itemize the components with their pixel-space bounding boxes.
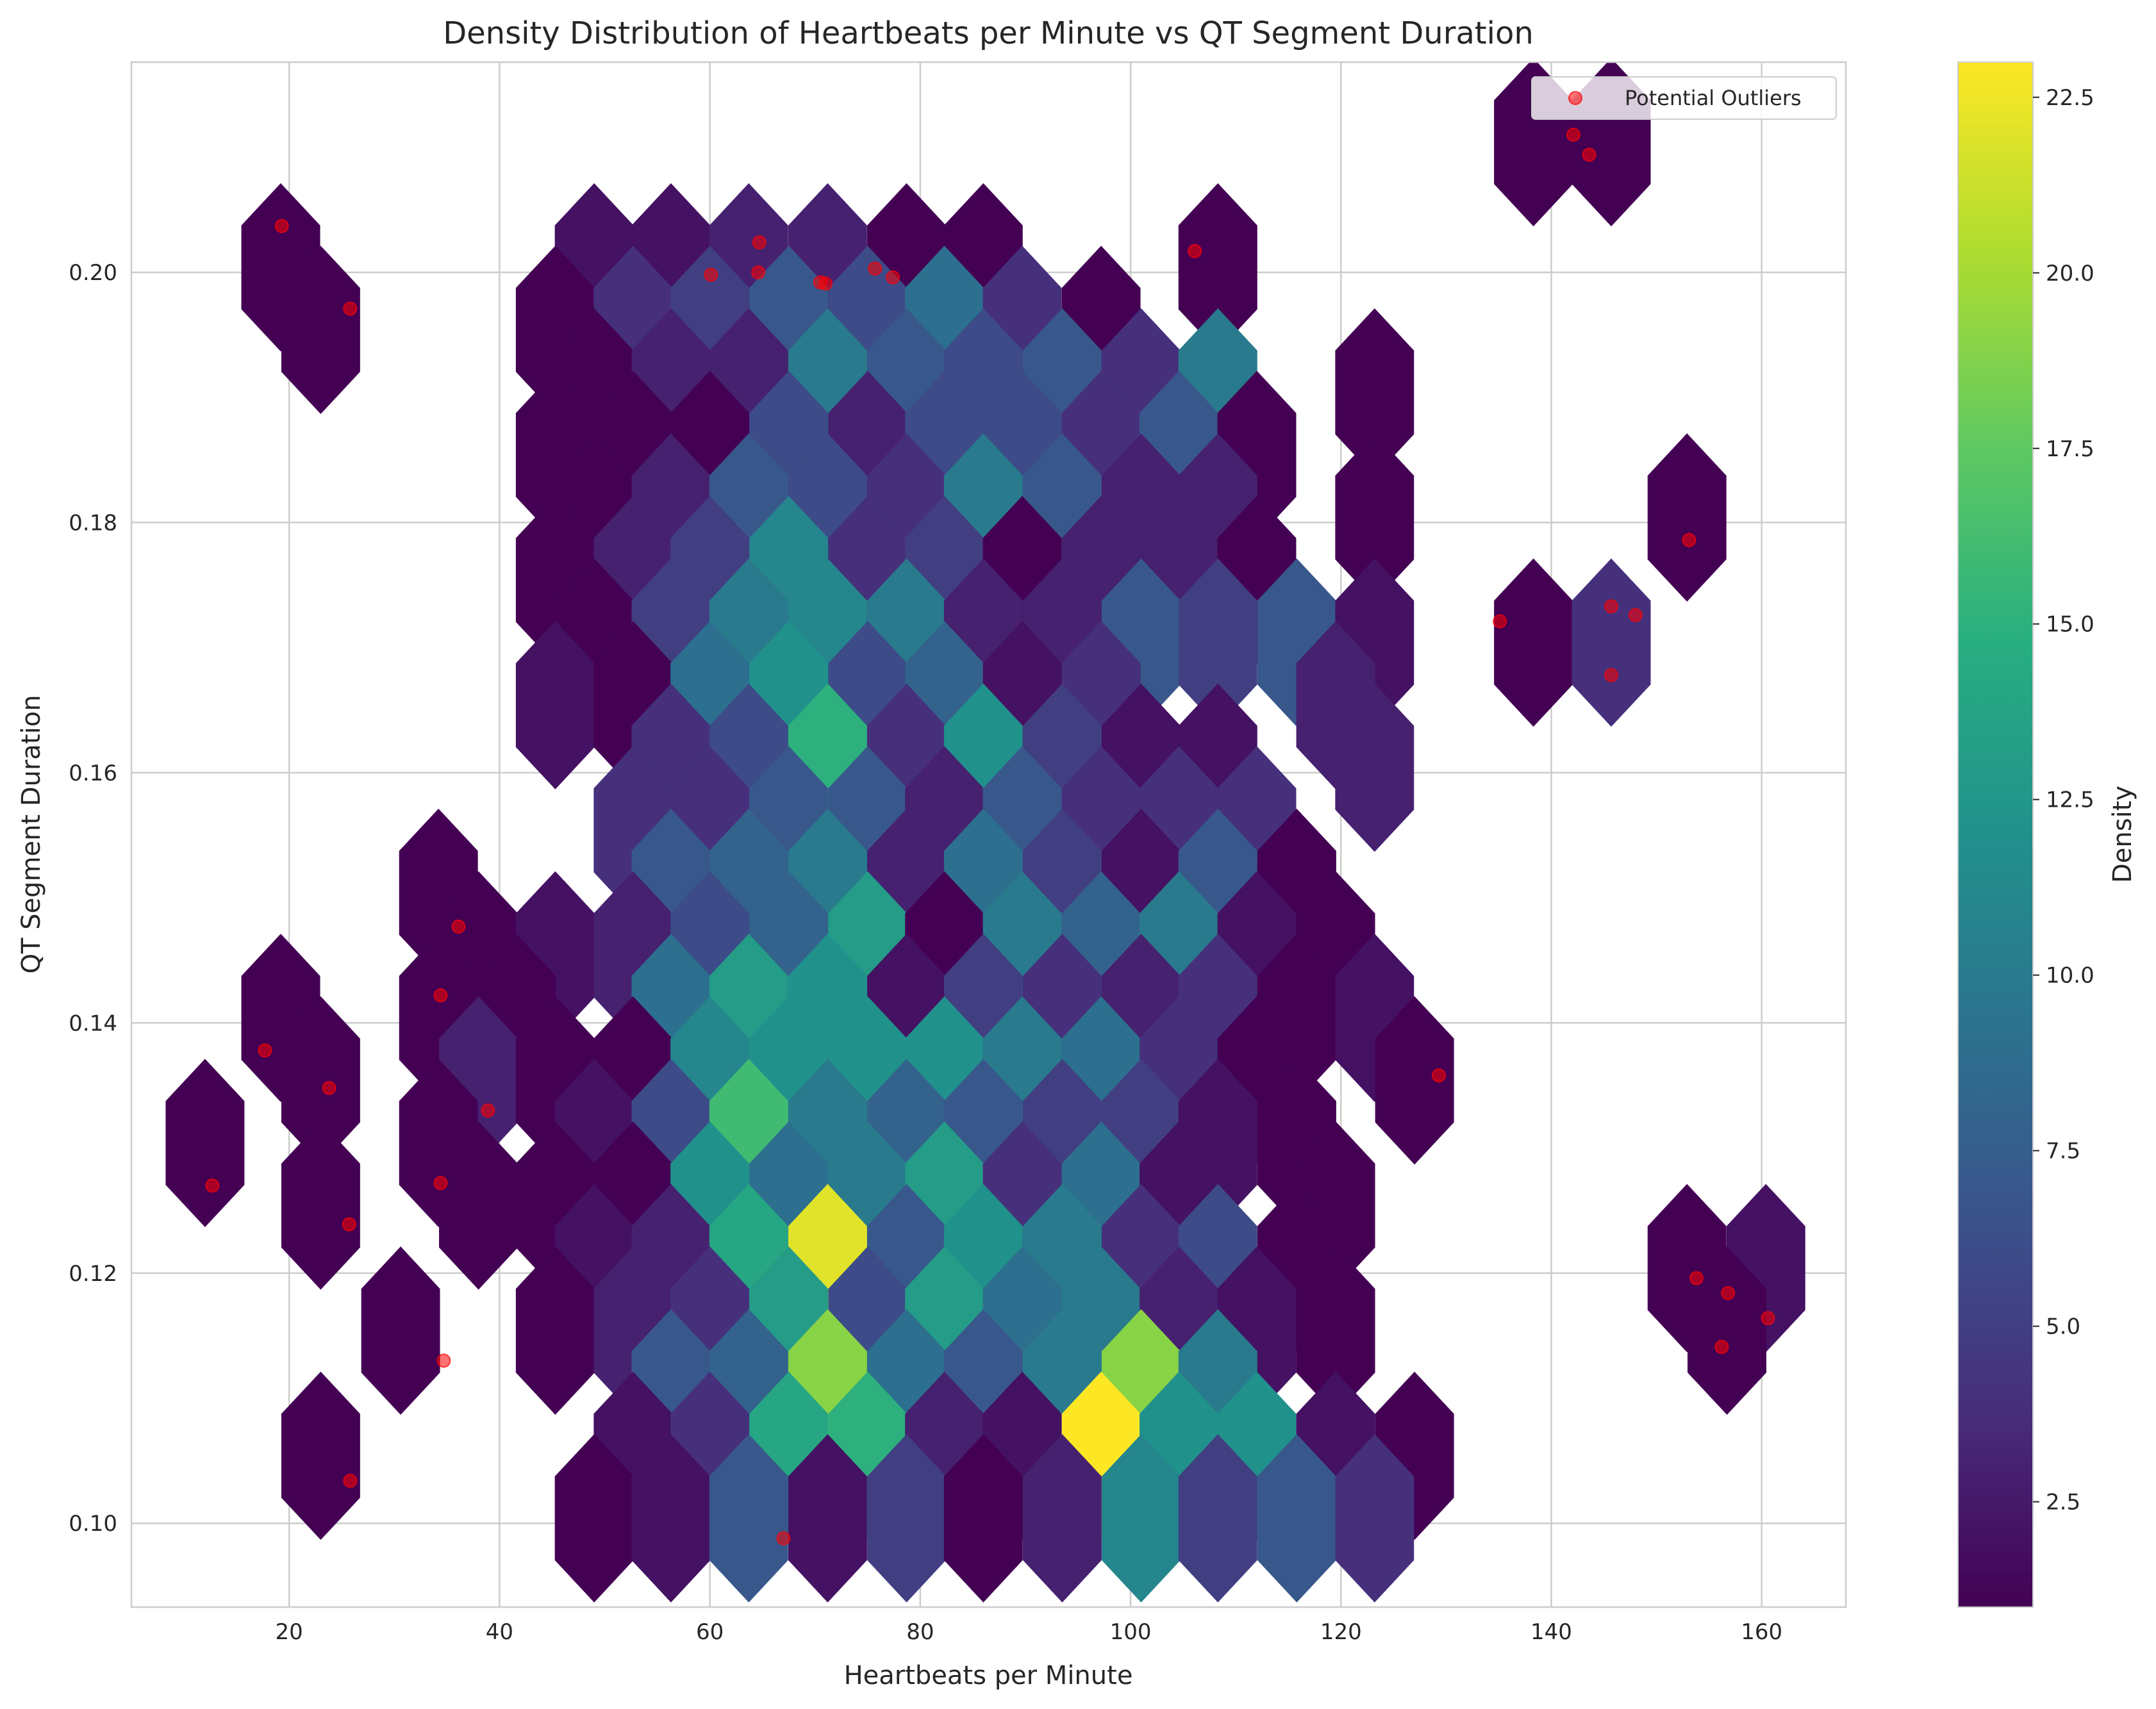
x-tick-label: 160 <box>1741 1619 1782 1645</box>
hexbin-cell <box>709 1434 788 1603</box>
outlier-point <box>481 1103 495 1118</box>
outlier-point <box>868 261 883 276</box>
outlier-point <box>776 1531 791 1546</box>
legend-marker-outliers <box>1568 91 1582 105</box>
colorbar-tick-label: 20.0 <box>2046 261 2094 286</box>
colorbar-tick-label: 7.5 <box>2046 1139 2080 1164</box>
outlier-point <box>433 988 448 1003</box>
colorbar-ticks: 2.5 5.0 7.5 10.0 12.5 15.0 17.5 20.0 22.5 <box>2033 85 2094 1515</box>
hexbin-cell <box>1178 1434 1257 1603</box>
hexbin-cell <box>1687 1246 1767 1415</box>
outlier-point <box>274 219 289 233</box>
outlier-point <box>1566 128 1580 142</box>
y-axis-ticks: 0.10 0.12 0.14 0.16 0.18 0.20 <box>69 260 117 1537</box>
outlier-point <box>818 276 833 291</box>
outlier-point <box>433 1176 448 1191</box>
outlier-point <box>1761 1311 1775 1326</box>
y-tick-label: 0.12 <box>69 1261 117 1287</box>
x-axis-ticks: 20 40 60 80 100 120 140 160 <box>276 1619 1783 1645</box>
outlier-point <box>436 1353 451 1368</box>
outlier-point <box>1689 1271 1704 1285</box>
outlier-point <box>751 265 766 279</box>
x-axis-label: Heartbeats per Minute <box>844 1661 1133 1690</box>
outlier-point <box>704 267 718 282</box>
hexbin-cell <box>1647 433 1727 602</box>
colorbar-tick-label: 10.0 <box>2046 963 2094 989</box>
x-tick-label: 80 <box>906 1619 934 1645</box>
x-tick-label: 60 <box>696 1619 724 1645</box>
outlier-point <box>1714 1339 1729 1354</box>
x-tick-label: 100 <box>1110 1619 1152 1645</box>
x-tick-label: 120 <box>1320 1619 1362 1645</box>
colorbar-tick-label: 12.5 <box>2046 788 2094 813</box>
outlier-point <box>1628 607 1643 622</box>
hexbin-cell <box>281 1121 360 1290</box>
hexbin-cell <box>1335 683 1414 852</box>
legend-box <box>1531 76 1837 120</box>
colorbar-tick-label: 15.0 <box>2046 612 2094 638</box>
outlier-point <box>343 301 358 316</box>
legend-label-outliers: Potential Outliers <box>1625 86 1802 110</box>
hexbin-cell <box>943 1434 1023 1603</box>
outlier-point <box>342 1217 356 1232</box>
outlier-point <box>1188 244 1202 258</box>
colorbar-gradient <box>1957 62 2034 1608</box>
outlier-point <box>258 1043 272 1058</box>
outlier-point <box>343 1473 358 1488</box>
chart-title: Density Distribution of Heartbeats per M… <box>443 15 1534 51</box>
hexbin-cell <box>1335 1434 1414 1603</box>
outlier-point <box>1582 147 1596 162</box>
hexbin-cell <box>281 245 360 415</box>
x-tick-label: 140 <box>1530 1619 1572 1645</box>
hexbin-cell <box>1022 1434 1102 1603</box>
y-tick-label: 0.18 <box>69 510 117 536</box>
outlier-point <box>1721 1285 1736 1300</box>
y-tick-label: 0.14 <box>69 1011 117 1036</box>
colorbar-label: Density <box>2108 786 2137 883</box>
plot-frame <box>130 61 1847 1608</box>
colorbar-tick-label: 2.5 <box>2046 1490 2080 1515</box>
colorbar-tick-label: 22.5 <box>2046 85 2094 111</box>
y-tick-label: 0.20 <box>69 260 117 286</box>
hexbin-cell <box>165 1059 245 1227</box>
hexbin-cell <box>361 1246 440 1415</box>
y-tick-label: 0.16 <box>69 761 117 786</box>
outlier-point <box>752 235 767 250</box>
outlier-point <box>451 919 466 934</box>
hexbin-cell <box>1571 558 1651 727</box>
outlier-point <box>1493 614 1507 629</box>
colorbar: 2.5 5.0 7.5 10.0 12.5 15.0 17.5 20.0 22.5 Densit… <box>1957 62 2137 1608</box>
hexbin-cell <box>788 1434 867 1603</box>
hexbin-cell <box>281 1371 360 1540</box>
outlier-point <box>1431 1068 1446 1083</box>
outlier-points <box>205 128 1775 1546</box>
outlier-point <box>886 270 900 285</box>
hexbin-cell <box>1375 996 1454 1165</box>
legend: Potential Outliers <box>1531 76 1837 120</box>
y-tick-label: 0.10 <box>69 1511 117 1537</box>
y-axis-label: QT Segment Duration <box>17 695 46 973</box>
outlier-point <box>1682 533 1696 547</box>
outlier-point <box>322 1080 336 1095</box>
hexbin-cells <box>165 62 1805 1603</box>
outlier-point <box>205 1178 220 1193</box>
x-tick-label: 40 <box>486 1619 513 1645</box>
colorbar-tick-label: 17.5 <box>2046 436 2094 462</box>
outlier-point <box>1604 599 1619 614</box>
colorbar-tick-label: 5.0 <box>2046 1314 2080 1340</box>
outlier-point <box>1604 668 1619 682</box>
x-tick-label: 20 <box>276 1619 303 1645</box>
